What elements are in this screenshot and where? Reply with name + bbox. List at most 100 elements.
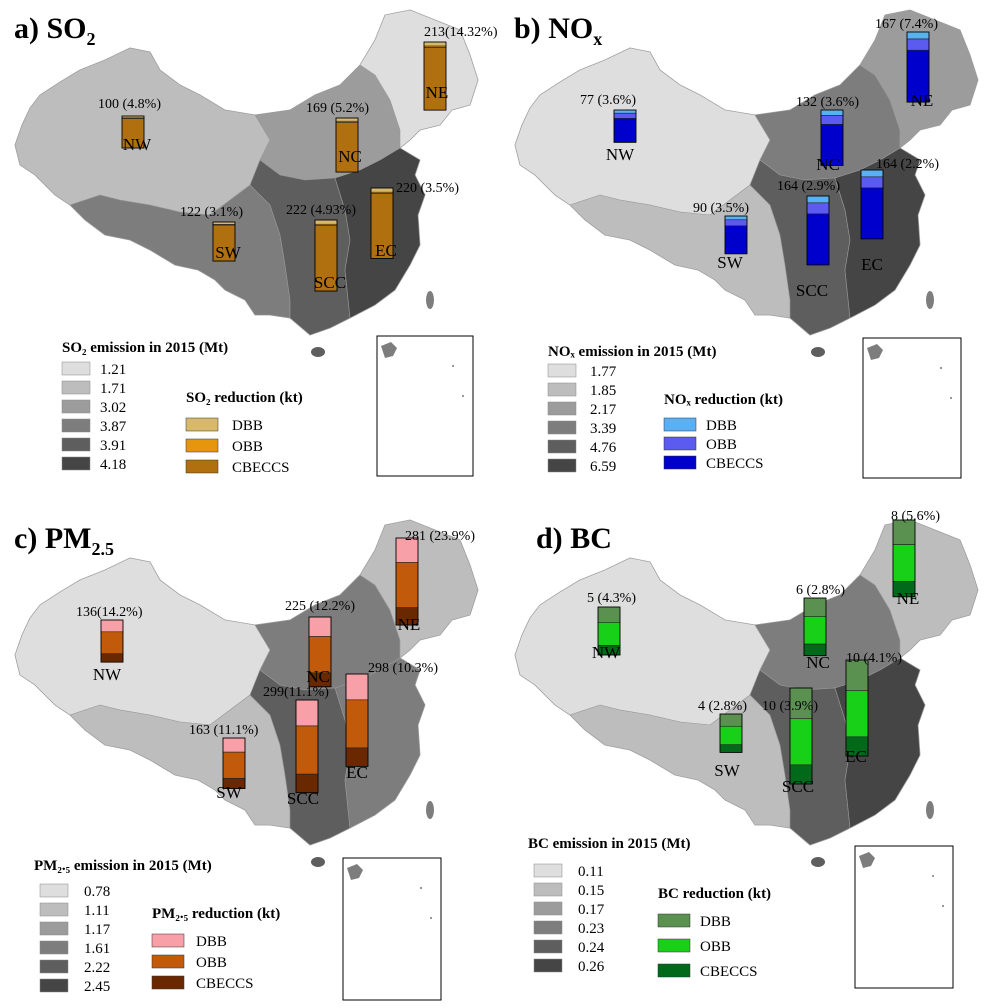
- region-label-scc: SCC: [287, 789, 319, 808]
- region-nw-area: [514, 47, 771, 216]
- emission-legend-swatch: [547, 458, 577, 473]
- reduction-legend-swatch-obb: [185, 438, 219, 453]
- emission-legend-label: 0.78: [84, 884, 110, 900]
- bar-sw-outline: [222, 737, 246, 789]
- emission-legend-swatch: [533, 882, 563, 897]
- bar-nw-obb: [100, 631, 124, 655]
- value-label-nw: 5 (4.3%): [587, 591, 636, 606]
- reduction-legend-label-obb: OBB: [196, 955, 227, 971]
- inset-island: [381, 342, 397, 358]
- south-china-sea-inset: [376, 335, 474, 477]
- value-label-scc: 222 (4.93%): [286, 203, 356, 218]
- reduction-legend-swatch-dbb: [657, 913, 691, 928]
- bar-scc-outline: [806, 195, 830, 266]
- bar-sw-dbb: [222, 737, 246, 753]
- bar-nw-dbb: [613, 109, 637, 114]
- region-label-nw: NW: [592, 643, 621, 662]
- reduction-legend-label-dbb: DBB: [232, 418, 263, 434]
- bar-ec-outline: [370, 187, 394, 259]
- emission-legend-swatch: [533, 958, 563, 973]
- region-label-scc: SCC: [782, 777, 814, 796]
- value-label-nw: 77 (3.6%): [580, 93, 636, 108]
- emission-legend-swatch: [547, 363, 577, 378]
- south-china-sea-inset: [862, 337, 962, 479]
- bar-sw-obb: [724, 219, 748, 227]
- value-label-ec: 164 (2.2%): [876, 157, 939, 172]
- bar-ne-outline: [423, 41, 447, 111]
- emission-legend-label: 0.17: [578, 902, 605, 918]
- emission-legend-swatch: [61, 399, 91, 414]
- panel-a-title: a) SO2: [14, 12, 96, 49]
- reduction-legend-swatch-dbb: [185, 417, 219, 432]
- bar-sw-obb: [222, 751, 246, 779]
- emission-legend-label: 3.87: [100, 419, 127, 435]
- bar-scc-outline: [295, 699, 319, 794]
- bar-sw-cbeccs: [724, 225, 748, 255]
- emission-legend-swatch: [547, 420, 577, 435]
- reduction-legend-label-obb: OBB: [706, 437, 737, 453]
- bar-sw-outline: [724, 215, 748, 255]
- emission-legend-title: PM₂.₅ emission in 2015 (Mt): [34, 858, 212, 874]
- reduction-legend-swatch-cbeccs: [657, 963, 691, 978]
- bar-nc-dbb: [820, 109, 844, 116]
- value-label-nw: 136(14.2%): [76, 605, 143, 620]
- reduction-legend-swatch-cbeccs: [663, 455, 697, 470]
- bar-nw-cbeccs: [100, 653, 124, 663]
- bar-nc-outline: [820, 109, 844, 166]
- region-ne-area: [359, 9, 479, 149]
- bar-sw-dbb: [719, 713, 743, 727]
- emission-legend-title: SO₂ emission in 2015 (Mt): [62, 340, 228, 356]
- emission-legend-swatch: [547, 382, 577, 397]
- region-label-sw: SW: [215, 243, 241, 262]
- bar-nw-outline: [121, 115, 145, 149]
- emission-legend-swatch: [533, 939, 563, 954]
- emission-legend-label: 0.23: [578, 921, 604, 937]
- emission-legend-label: 0.15: [578, 883, 604, 899]
- emission-legend-label: 1.21: [100, 362, 126, 378]
- bar-sw-outline: [719, 713, 743, 753]
- hainan-island: [811, 857, 825, 867]
- emission-legend-swatch: [39, 883, 69, 898]
- region-label-ec: EC: [861, 255, 883, 274]
- region-label-nw: NW: [606, 145, 635, 164]
- bar-nw-outline: [100, 619, 124, 663]
- inset-dot: [430, 917, 432, 919]
- bar-scc-dbb: [295, 699, 319, 727]
- bar-nw-dbb: [100, 619, 124, 633]
- inset-island: [347, 864, 363, 880]
- bar-nc-outline: [308, 616, 332, 688]
- region-label-nw: NW: [93, 665, 122, 684]
- reduction-legend-label-dbb: DBB: [196, 934, 227, 950]
- region-label-nc: NC: [816, 155, 840, 174]
- bar-ec-cbeccs: [860, 187, 884, 240]
- hainan-island: [311, 347, 325, 357]
- bar-scc-obb: [806, 202, 830, 215]
- reduction-legend-swatch-dbb: [151, 933, 185, 948]
- emission-legend-swatch: [61, 437, 91, 452]
- bar-nw-obb: [597, 622, 621, 646]
- region-label-sw: SW: [714, 761, 740, 780]
- reduction-legend-label-dbb: DBB: [700, 914, 731, 930]
- bar-ec-outline: [345, 673, 369, 767]
- taiwan-island: [426, 291, 434, 309]
- region-label-sw: SW: [717, 253, 743, 272]
- bar-scc-dbb: [314, 219, 338, 225]
- bar-scc-outline: [314, 219, 338, 292]
- emission-legend-label: 1.77: [590, 364, 617, 380]
- reduction-legend-swatch-cbeccs: [185, 459, 219, 474]
- bar-nc-obb: [820, 115, 844, 125]
- value-label-ne: 213(14.32%): [424, 25, 498, 40]
- region-label-ne: NE: [911, 91, 934, 110]
- emission-legend-swatch: [39, 978, 69, 993]
- emission-legend-swatch: [61, 418, 91, 433]
- value-label-scc: 164 (2.9%): [777, 179, 840, 194]
- region-label-sw: SW: [216, 783, 242, 802]
- bar-ne-dbb: [906, 31, 930, 40]
- inset-dot: [932, 875, 934, 877]
- inset-dot: [942, 905, 944, 907]
- bar-ec-dbb: [345, 673, 369, 701]
- emission-legend-swatch: [533, 901, 563, 916]
- value-label-nc: 169 (5.2%): [306, 101, 369, 116]
- region-label-ne: NE: [897, 589, 920, 608]
- inset-dot: [462, 395, 464, 397]
